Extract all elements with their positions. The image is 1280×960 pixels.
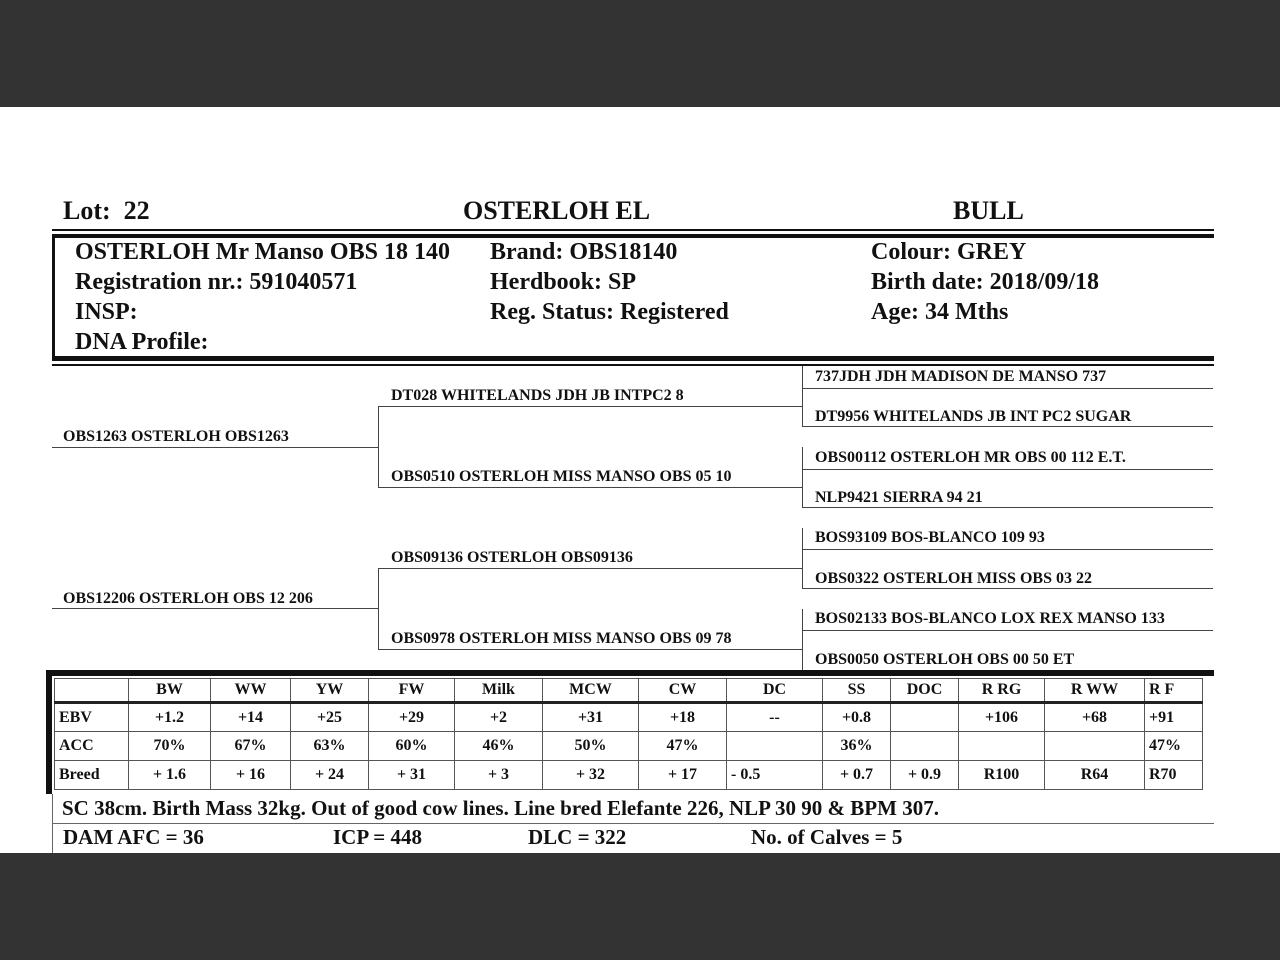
column-header: DOC [890,678,959,704]
icp: ICP = 448 [333,825,422,849]
table-cell [958,731,1045,761]
dam-afc: DAM AFC = 36 [63,825,204,849]
table-cell: +2 [454,702,543,732]
great-grandparent: DT9956 WHITELANDS JB INT PC2 SUGAR [815,408,1132,425]
column-header: R F [1144,678,1203,704]
table-cell: +14 [210,702,291,732]
row-label: EBV [54,702,129,732]
table-cell [1044,731,1145,761]
lot-label: Lot: 22 [63,196,150,225]
table-cell: +31 [542,702,639,732]
animal-category: BULL [953,196,1024,225]
column-header: R WW [1044,678,1145,704]
table-header-row: BW WW YW FW Milk MCW CW DC SS DOC R RG R… [54,678,1203,704]
great-grandparent: BOS93109 BOS-BLANCO 109 93 [815,529,1045,546]
great-grandparent: OBS0050 OSTERLOH OBS 00 50 ET [815,651,1075,668]
dam: OBS12206 OSTERLOH OBS 12 206 [63,590,313,607]
table-row: EBV +1.2 +14 +25 +29 +2 +31 +18 -- +0.8 +106 +68 +91 [54,702,1203,732]
column-header: CW [638,678,727,704]
table-cell: + 16 [210,760,291,790]
dam-dam: OBS0978 OSTERLOH MISS MANSO OBS 09 78 [391,630,732,647]
great-grandparent: 737JDH JDH MADISON DE MANSO 737 [815,368,1107,385]
table-cell: + 17 [638,760,727,790]
dna-profile: DNA Profile: [75,329,209,355]
table-cell: +25 [290,702,369,732]
table-cell: +68 [1044,702,1145,732]
table-cell: + 0.9 [890,760,959,790]
row-label: Breed [54,760,129,790]
row-label: ACC [54,731,129,761]
table-cell [890,731,959,761]
top-dark-bar [0,0,1280,107]
number-of-calves: No. of Calves = 5 [751,825,903,849]
table-cell: + 31 [368,760,455,790]
table-cell: +91 [1144,702,1203,732]
table-cell: +1.2 [128,702,211,732]
column-header: Milk [454,678,543,704]
dlc: DLC = 322 [528,825,627,849]
table-cell: 67% [210,731,291,761]
table-cell: 47% [1144,731,1203,761]
table-cell: 63% [290,731,369,761]
herdbook: Herdbook: SP [490,269,637,295]
brand: Brand: OBS18140 [490,239,678,265]
ebv-table: BW WW YW FW Milk MCW CW DC SS DOC R RG R… [54,678,1203,790]
table-cell: + 1.6 [128,760,211,790]
great-grandparent: OBS0322 OSTERLOH MISS OBS 03 22 [815,570,1092,587]
great-grandparent: OBS00112 OSTERLOH MR OBS 00 112 E.T. [815,449,1126,466]
dam-sire: OBS09136 OSTERLOH OBS09136 [391,549,633,566]
animal-name: OSTERLOH Mr Manso OBS 18 140 [75,239,450,265]
table-cell: +0.8 [822,702,891,732]
great-grandparent: NLP9421 SIERRA 94 21 [815,489,983,506]
table-cell [890,702,959,732]
table-cell: -- [726,702,823,732]
bottom-dark-bar [0,853,1280,960]
table-row: Breed + 1.6 + 16 + 24 + 31 + 3 + 32 + 17- 0.5 + … [54,760,1203,790]
table-cell: 46% [454,731,543,761]
table-cell: R100 [958,760,1045,790]
table-cell: + 3 [454,760,543,790]
column-header: FW [368,678,455,704]
column-header: R RG [958,678,1045,704]
table-cell: 60% [368,731,455,761]
column-header: BW [128,678,211,704]
colour: Colour: GREY [871,239,1027,265]
age: Age: 34 Mths [871,299,1009,325]
column-header: YW [290,678,369,704]
table-cell: + 24 [290,760,369,790]
table-cell: + 0.7 [822,760,891,790]
table-cell: + 32 [542,760,639,790]
sire: OBS1263 OSTERLOH OBS1263 [63,428,289,445]
table-cell: +18 [638,702,727,732]
table-cell: R70 [1144,760,1203,790]
great-grandparent: BOS02133 BOS-BLANCO LOX REX MANSO 133 [815,610,1165,627]
table-cell: R64 [1044,760,1145,790]
sire-dam: OBS0510 OSTERLOH MISS MANSO OBS 05 10 [391,468,732,485]
reg-status: Reg. Status: Registered [490,299,729,325]
table-cell [726,731,823,761]
registration-number: Registration nr.: 591040571 [75,269,358,295]
column-header [54,678,129,704]
sire-sire: DT028 WHITELANDS JDH JB INTPC2 8 [391,387,684,404]
insp: INSP: [75,299,138,325]
table-cell: +106 [958,702,1045,732]
comments: SC 38cm. Birth Mass 32kg. Out of good co… [62,796,939,820]
table-cell: 70% [128,731,211,761]
table-cell: - 0.5 [726,760,823,790]
column-header: WW [210,678,291,704]
table-cell: 47% [638,731,727,761]
table-row: ACC 70% 67% 63% 60% 46% 50% 47% 36% 47% [54,731,1203,761]
column-header: MCW [542,678,639,704]
table-cell: +29 [368,702,455,732]
table-cell: 50% [542,731,639,761]
column-header: DC [726,678,823,704]
table-cell: 36% [822,731,891,761]
column-header: SS [822,678,891,704]
birth-date: Birth date: 2018/09/18 [871,269,1099,295]
breeder-prefix: OSTERLOH EL [463,196,651,225]
